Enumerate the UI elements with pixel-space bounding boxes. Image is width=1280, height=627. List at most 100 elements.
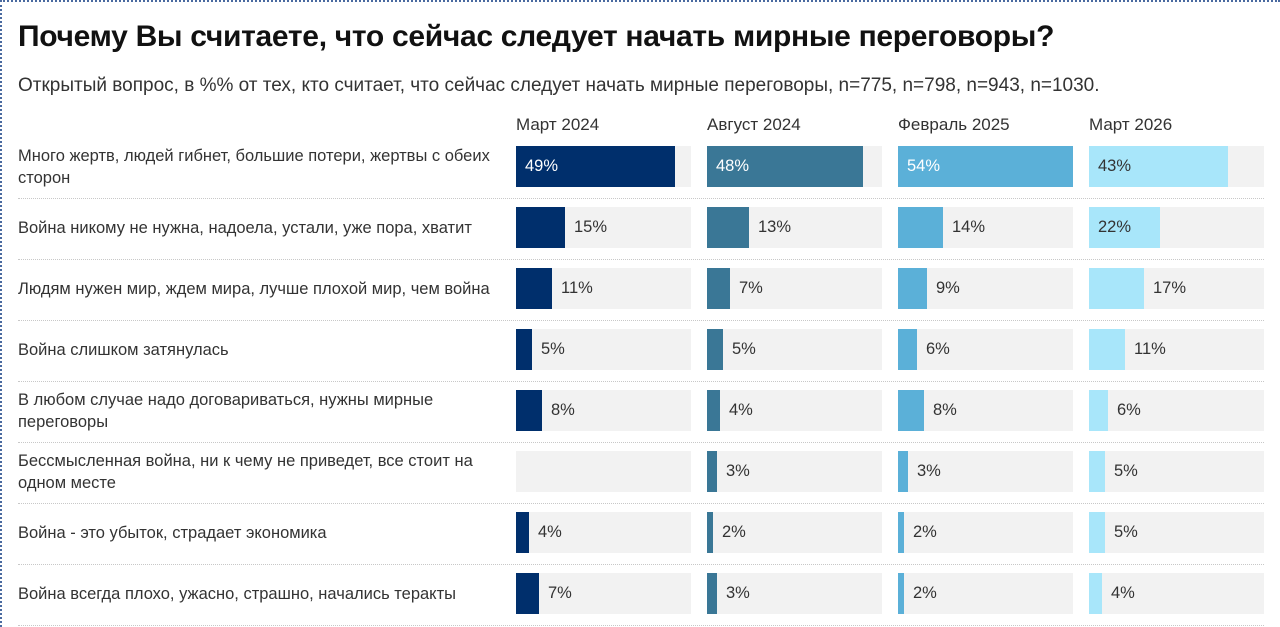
bar-track: 13% (707, 207, 882, 248)
bar-track: 6% (898, 329, 1073, 370)
bar (516, 268, 552, 309)
bar-track: 15% (516, 207, 691, 248)
data-label: 14% (952, 207, 985, 248)
bar (707, 268, 730, 309)
bar-track: 3% (707, 451, 882, 492)
bar (898, 512, 904, 553)
bar (707, 451, 717, 492)
bar-track: 43% (1089, 146, 1264, 187)
row-separator (18, 259, 1264, 260)
frame-border-left (0, 0, 2, 627)
data-label: 7% (739, 268, 763, 309)
data-label: 11% (561, 268, 593, 309)
bar-track: 11% (1089, 329, 1264, 370)
bar (707, 329, 723, 370)
data-label: 4% (729, 390, 753, 431)
bar (707, 573, 717, 614)
bar (1089, 390, 1108, 431)
bar (898, 573, 904, 614)
data-label: 49% (525, 146, 558, 187)
frame-border-top (0, 0, 1280, 2)
category-label: Людям нужен мир, ждем мира, лучше плохой… (18, 266, 508, 311)
bar (707, 207, 749, 248)
category-label: Война никому не нужна, надоела, устали, … (18, 205, 508, 250)
bar-track: 22% (1089, 207, 1264, 248)
data-label: 15% (574, 207, 607, 248)
bar-track: 4% (516, 512, 691, 553)
data-label: 3% (917, 451, 941, 492)
column-header: Февраль 2025 (898, 115, 1010, 135)
data-label: 8% (933, 390, 957, 431)
bar (707, 390, 720, 431)
bar (898, 268, 927, 309)
bar-track: 48% (707, 146, 882, 187)
bar-track: 5% (1089, 512, 1264, 553)
row-separator (18, 503, 1264, 504)
bar (1089, 268, 1144, 309)
data-label: 5% (1114, 512, 1138, 553)
row-separator (18, 564, 1264, 565)
bar (1089, 512, 1105, 553)
column-header: Март 2026 (1089, 115, 1172, 135)
bar (898, 207, 943, 248)
data-label: 43% (1098, 146, 1131, 187)
data-label: 3% (726, 573, 750, 614)
bar (707, 512, 713, 553)
data-label: 13% (758, 207, 791, 248)
bar (898, 390, 924, 431)
bar (898, 451, 908, 492)
row-separator (18, 625, 1264, 626)
data-label: 17% (1153, 268, 1186, 309)
bar-track: 3% (898, 451, 1073, 492)
data-label: 22% (1098, 207, 1131, 248)
bar-track: 54% (898, 146, 1073, 187)
data-label: 5% (541, 329, 565, 370)
bar-track: 7% (516, 573, 691, 614)
data-label: 2% (913, 512, 937, 553)
bar-track: 9% (898, 268, 1073, 309)
data-label: 5% (732, 329, 756, 370)
bar-track (516, 451, 691, 492)
row-separator (18, 320, 1264, 321)
column-header: Август 2024 (707, 115, 801, 135)
category-label: В любом случае надо договариваться, нужн… (18, 388, 508, 433)
data-label: 11% (1134, 329, 1166, 370)
bar-track: 2% (707, 512, 882, 553)
chart-title: Почему Вы считаете, что сейчас следует н… (18, 20, 1054, 54)
bar-track: 14% (898, 207, 1073, 248)
category-label: Много жертв, людей гибнет, большие потер… (18, 144, 508, 189)
bar (516, 329, 532, 370)
category-label: Война - это убыток, страдает экономика (18, 510, 508, 555)
bar-track: 4% (707, 390, 882, 431)
bar-track: 7% (707, 268, 882, 309)
data-label: 4% (538, 512, 562, 553)
bar-track: 49% (516, 146, 691, 187)
category-label: Бессмысленная война, ни к чему не привед… (18, 449, 508, 494)
bar-track: 5% (1089, 451, 1264, 492)
row-separator (18, 442, 1264, 443)
data-label: 7% (548, 573, 572, 614)
bar (1089, 451, 1105, 492)
bar-track: 4% (1089, 573, 1264, 614)
bar-track: 2% (898, 573, 1073, 614)
category-label: Война всегда плохо, ужасно, страшно, нач… (18, 571, 508, 616)
bar (516, 573, 539, 614)
bar-track: 6% (1089, 390, 1264, 431)
data-label: 8% (551, 390, 575, 431)
data-label: 54% (907, 146, 940, 187)
bar-track: 2% (898, 512, 1073, 553)
bar-track: 5% (707, 329, 882, 370)
bar-track: 3% (707, 573, 882, 614)
chart-subtitle: Открытый вопрос, в %% от тех, кто считае… (18, 75, 1100, 97)
bar (1089, 329, 1125, 370)
data-label: 2% (913, 573, 937, 614)
row-separator (18, 198, 1264, 199)
bar-track: 8% (898, 390, 1073, 431)
data-label: 2% (722, 512, 746, 553)
bar (516, 512, 529, 553)
bar-track: 11% (516, 268, 691, 309)
category-label: Война слишком затянулась (18, 327, 508, 372)
bar (516, 390, 542, 431)
bar (516, 207, 565, 248)
data-label: 48% (716, 146, 749, 187)
